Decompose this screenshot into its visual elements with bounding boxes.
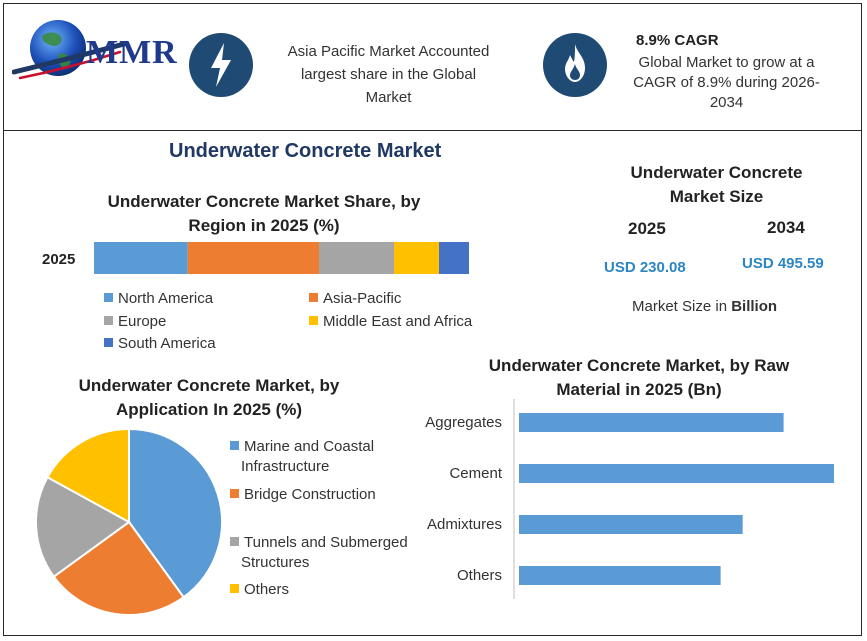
region-legend-item-asia-pacific: Asia-Pacific bbox=[309, 290, 401, 307]
raw-material-chart-title: Underwater Concrete Market, by Raw Mater… bbox=[469, 354, 809, 402]
insight-2: Global Market to grow at a CAGR of 8.9% … bbox=[619, 53, 834, 113]
region-bar-segment-north-america bbox=[94, 242, 188, 274]
region-legend-item-south-america: South America bbox=[104, 335, 216, 352]
insight-1-line: largest share in the Global bbox=[300, 66, 477, 83]
raw-material-category-label: Admixtures bbox=[427, 516, 502, 533]
application-chart-title: Underwater Concrete Market, by Applicati… bbox=[44, 374, 374, 422]
legend-swatch bbox=[104, 293, 113, 302]
insight-1: Asia Pacific Market Accounted largest sh… bbox=[266, 40, 511, 109]
page-title: Underwater Concrete Market bbox=[169, 140, 442, 162]
region-chart-title: Underwater Concrete Market Share, by Reg… bbox=[74, 190, 454, 238]
raw-material-category-label: Aggregates bbox=[425, 414, 502, 431]
legend-label: Asia-Pacific bbox=[323, 290, 402, 307]
region-chart-title-line: Underwater Concrete Market Share, by bbox=[107, 192, 421, 211]
raw-material-category-label: Others bbox=[457, 567, 502, 584]
application-pie-chart bbox=[35, 427, 223, 616]
market-size-title-line: Market Size bbox=[669, 187, 764, 206]
legend-swatch bbox=[230, 584, 239, 593]
raw-material-chart-title-line: Underwater Concrete Market, by Raw bbox=[488, 356, 790, 375]
lightning-icon bbox=[211, 43, 231, 87]
legend-label: South America bbox=[118, 335, 216, 352]
region-bar-segment-middle-east-and-africa bbox=[394, 242, 439, 274]
region-bar-segment-south-america bbox=[439, 242, 469, 274]
raw-material-category-label: Cement bbox=[449, 465, 502, 482]
globe-icon bbox=[11, 20, 127, 80]
insight-2-line: Global Market to grow at a bbox=[638, 54, 815, 71]
region-legend-item-europe: Europe bbox=[104, 313, 166, 330]
application-legend-item-tunnels-and-submerged-structures: Tunnels and Submerged Structures bbox=[230, 533, 408, 573]
legend-swatch bbox=[230, 489, 239, 498]
raw-material-bar-admixtures bbox=[519, 515, 743, 534]
legend-swatch bbox=[230, 537, 239, 546]
logo bbox=[11, 16, 172, 86]
raw-material-bar-cement bbox=[519, 464, 834, 483]
region-legend-item-middle-east-and-africa: Middle East and Africa bbox=[309, 313, 472, 330]
application-legend-item-bridge-construction: Bridge Construction bbox=[230, 485, 376, 505]
flame-icon-circle bbox=[543, 33, 607, 97]
header-divider bbox=[4, 130, 861, 131]
raw-material-chart-title-line: Material in 2025 (Bn) bbox=[556, 380, 722, 399]
raw-material-bar-chart: Aggregates Cement Admixtures Others bbox=[425, 399, 834, 599]
pie-slice-marine-and-coastal-infrastructure bbox=[128, 427, 223, 599]
market-size-value-2034: USD 495.59 bbox=[742, 255, 824, 272]
legend-label: Others bbox=[244, 581, 290, 598]
legend-label: Marine and Coastal bbox=[244, 438, 375, 455]
market-size-unit-text: Market Size in bbox=[632, 298, 732, 315]
legend-label: Tunnels and Submerged bbox=[244, 534, 408, 551]
legend-swatch bbox=[230, 441, 239, 450]
legend-swatch bbox=[309, 316, 318, 325]
legend-label: North America bbox=[118, 290, 214, 307]
insight-1-line: Asia Pacific Market Accounted bbox=[287, 43, 490, 60]
region-chart-title-line: Region in 2025 (%) bbox=[188, 216, 340, 235]
region-stacked-bar bbox=[94, 242, 469, 274]
region-legend-item-north-america: North America bbox=[104, 290, 213, 307]
pie-slice-bridge-construction bbox=[52, 520, 186, 616]
application-chart-title-line: Underwater Concrete Market, by bbox=[78, 376, 340, 395]
application-legend-item-others: Others bbox=[230, 580, 289, 600]
legend-swatch bbox=[104, 338, 113, 347]
region-chart-category: 2025 bbox=[42, 251, 76, 268]
insight-2-line: CAGR of 8.9% during 2026- bbox=[633, 74, 820, 91]
legend-label: Structures bbox=[241, 554, 310, 571]
region-bar-segment-europe bbox=[319, 242, 394, 274]
legend-swatch bbox=[104, 316, 113, 325]
infographic-frame: MMR Asia Pacific Market Accounted larges… bbox=[3, 3, 862, 636]
legend-label: Europe bbox=[118, 313, 167, 330]
legend-label: Infrastructure bbox=[241, 458, 330, 475]
logo-text: MMR bbox=[86, 34, 178, 71]
market-size-year-2025: 2025 bbox=[628, 219, 666, 238]
region-bar-segment-asia-pacific bbox=[187, 242, 319, 274]
legend-label: Middle East and Africa bbox=[323, 313, 473, 330]
market-size-value-2025: USD 230.08 bbox=[604, 259, 686, 276]
raw-material-bar-aggregates bbox=[519, 413, 784, 432]
legend-label: Bridge Construction bbox=[244, 486, 376, 503]
insight-1-line: Market bbox=[365, 89, 412, 106]
pie-slice-others bbox=[46, 427, 130, 524]
market-size-title-line: Underwater Concrete bbox=[630, 163, 803, 182]
legend-swatch bbox=[309, 293, 318, 302]
market-size-title: Underwater Concrete Market Size bbox=[604, 161, 829, 209]
pie-slice-tunnels-and-submerged-structures bbox=[35, 475, 131, 579]
market-size-year-2034: 2034 bbox=[767, 218, 805, 237]
flame-icon bbox=[565, 44, 585, 82]
application-legend-item-marine-and-coastal-infrastructure: Marine and Coastal Infrastructure bbox=[230, 437, 374, 477]
application-chart-title-line: Application In 2025 (%) bbox=[115, 400, 303, 419]
raw-material-bar-others bbox=[519, 566, 721, 585]
insight-2-title: 8.9% CAGR bbox=[636, 32, 719, 49]
market-size-unit: Market Size in Billion bbox=[632, 298, 777, 315]
market-size-unit-bold: Billion bbox=[731, 298, 778, 315]
lightning-icon-circle bbox=[189, 33, 253, 97]
insight-2-line: 2034 bbox=[709, 94, 744, 111]
